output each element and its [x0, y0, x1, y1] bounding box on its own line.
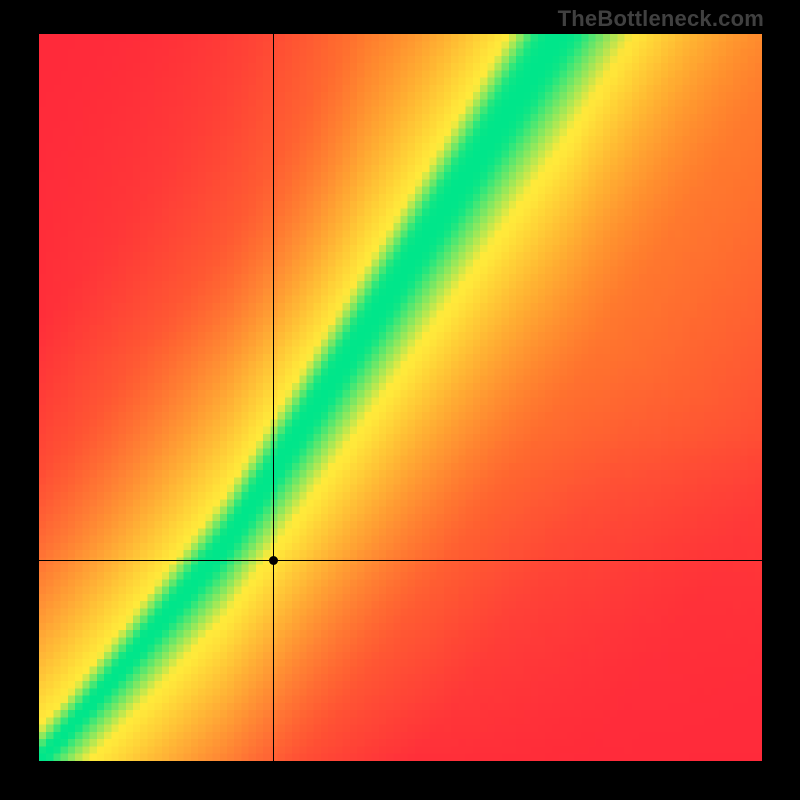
crosshair-vertical — [273, 34, 274, 761]
watermark-text: TheBottleneck.com — [558, 6, 764, 32]
heatmap-canvas — [39, 34, 762, 761]
heatmap-plot — [39, 34, 762, 761]
crosshair-horizontal — [39, 560, 762, 561]
